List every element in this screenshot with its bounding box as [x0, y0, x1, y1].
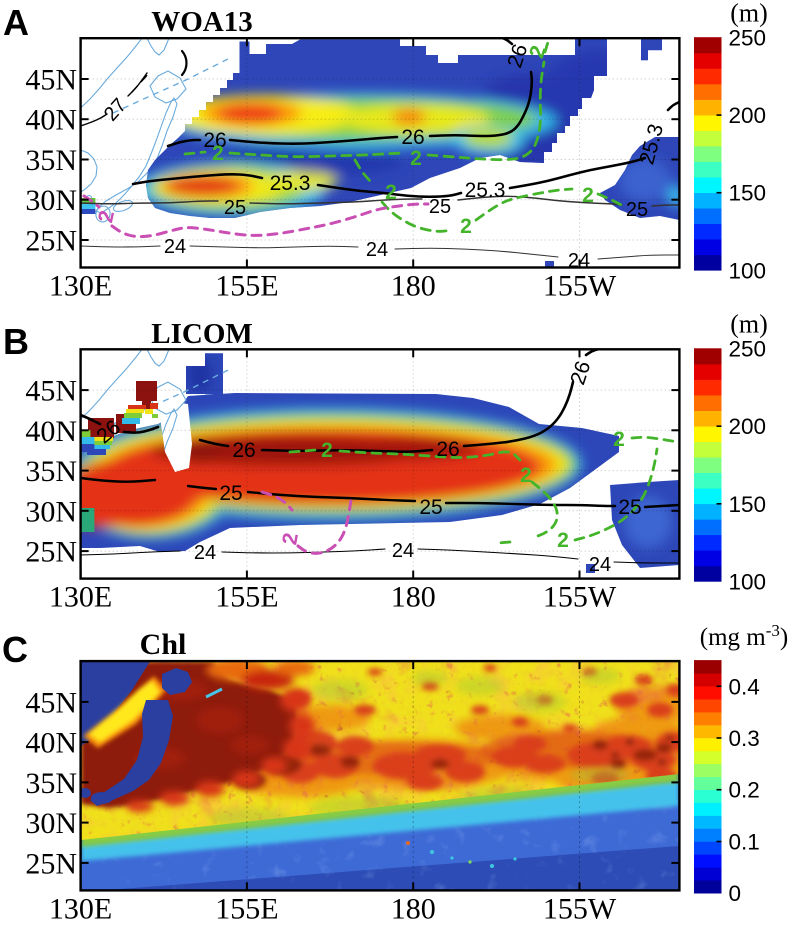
svg-text:0.3: 0.3 [729, 726, 760, 751]
svg-text:40N: 40N [25, 104, 77, 137]
svg-text:180: 180 [391, 270, 436, 303]
svg-text:25: 25 [419, 496, 442, 519]
svg-text:0.1: 0.1 [729, 830, 760, 855]
svg-text:26: 26 [232, 439, 255, 462]
svg-text:45N: 45N [25, 375, 77, 408]
svg-text:24: 24 [392, 540, 414, 562]
svg-text:26: 26 [401, 126, 424, 149]
svg-text:2: 2 [94, 209, 119, 225]
svg-text:0: 0 [729, 881, 742, 906]
svg-text:LICOM: LICOM [151, 318, 253, 350]
svg-text:25: 25 [626, 199, 648, 221]
svg-text:2: 2 [460, 215, 472, 238]
svg-text:180: 180 [391, 892, 436, 925]
svg-text:155W: 155W [543, 581, 617, 614]
svg-text:B: B [3, 321, 29, 362]
svg-text:35N: 35N [25, 767, 77, 800]
svg-text:2: 2 [278, 531, 303, 547]
svg-text:24: 24 [366, 239, 388, 261]
svg-text:25N: 25N [25, 536, 77, 569]
svg-text:150: 150 [729, 492, 767, 517]
svg-text:150: 150 [729, 181, 767, 206]
svg-text:25: 25 [224, 197, 246, 219]
svg-text:0.4: 0.4 [729, 674, 760, 699]
svg-text:26: 26 [436, 438, 459, 461]
svg-text:45N: 45N [25, 64, 77, 97]
svg-text:24: 24 [194, 542, 216, 564]
svg-text:100: 100 [729, 569, 767, 594]
svg-text:A: A [3, 2, 29, 43]
svg-text:155E: 155E [215, 581, 278, 614]
svg-text:24: 24 [589, 554, 611, 576]
svg-text:WOA13: WOA13 [151, 6, 253, 38]
svg-text:2: 2 [212, 142, 224, 165]
svg-text:155W: 155W [543, 892, 617, 925]
svg-text:(m): (m) [730, 310, 768, 339]
svg-text:30N: 30N [25, 495, 77, 528]
svg-text:2: 2 [410, 147, 422, 170]
svg-text:(m): (m) [730, 0, 768, 28]
svg-text:155E: 155E [215, 892, 278, 925]
svg-text:25: 25 [618, 496, 641, 519]
svg-text:35N: 35N [25, 455, 77, 488]
svg-text:25N: 25N [25, 225, 77, 258]
svg-text:2: 2 [520, 464, 532, 487]
svg-text:25N: 25N [25, 847, 77, 880]
svg-text:200: 200 [729, 103, 767, 128]
svg-text:200: 200 [729, 414, 767, 439]
svg-text:250: 250 [729, 26, 767, 51]
svg-text:130E: 130E [49, 270, 112, 303]
svg-text:2: 2 [385, 181, 397, 204]
svg-text:40N: 40N [25, 727, 77, 760]
svg-text:0.2: 0.2 [729, 778, 760, 803]
svg-text:40N: 40N [25, 415, 77, 448]
svg-text:30N: 30N [25, 807, 77, 840]
svg-text:25: 25 [429, 196, 451, 218]
svg-text:2: 2 [321, 439, 333, 462]
svg-text:155W: 155W [543, 270, 617, 303]
svg-text:25: 25 [219, 482, 242, 505]
svg-text:2: 2 [582, 184, 594, 207]
svg-text:2: 2 [613, 428, 625, 451]
svg-text:Chl: Chl [140, 628, 187, 661]
svg-text:26: 26 [203, 129, 226, 152]
svg-text:25.3: 25.3 [270, 172, 311, 195]
svg-text:35N: 35N [25, 144, 77, 177]
svg-text:100: 100 [729, 258, 767, 283]
svg-text:130E: 130E [49, 581, 112, 614]
svg-text:25.3: 25.3 [465, 179, 506, 202]
svg-text:155E: 155E [215, 270, 278, 303]
svg-text:250: 250 [729, 337, 767, 362]
svg-text:C: C [2, 629, 28, 670]
svg-text:130E: 130E [49, 892, 112, 925]
svg-text:45N: 45N [25, 686, 77, 719]
svg-text:24: 24 [164, 236, 186, 258]
svg-text:180: 180 [391, 581, 436, 614]
svg-text:30N: 30N [25, 184, 77, 217]
svg-text:2: 2 [557, 529, 569, 552]
